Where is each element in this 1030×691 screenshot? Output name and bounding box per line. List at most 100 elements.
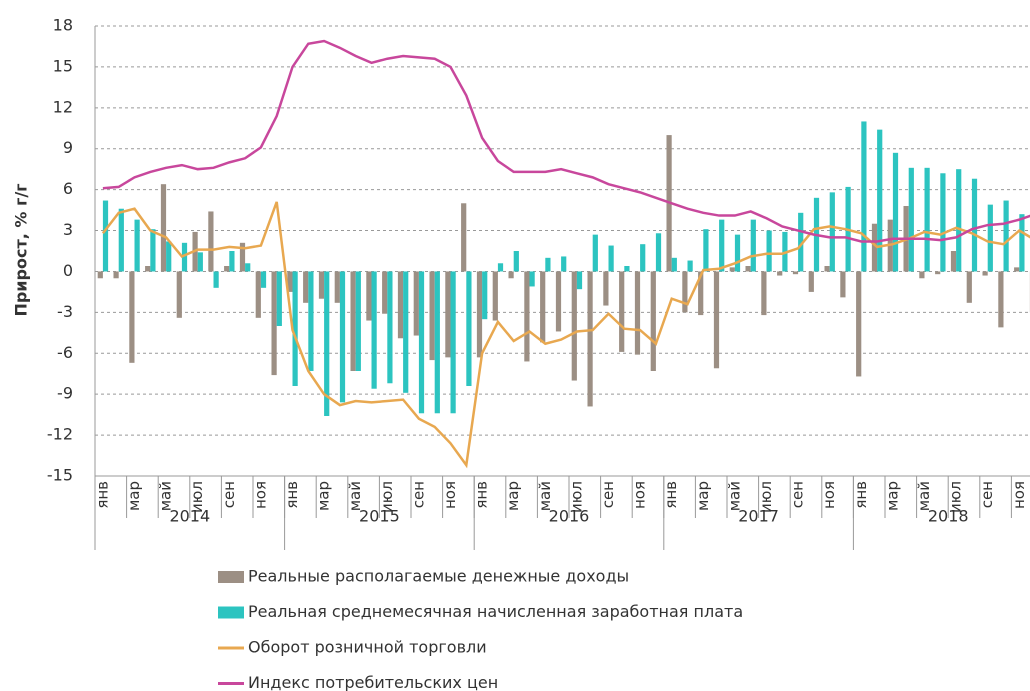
bar — [134, 219, 140, 272]
bar — [113, 271, 119, 279]
bar — [703, 229, 709, 272]
bar — [150, 229, 156, 272]
y-tick-label: 9 — [63, 138, 73, 157]
x-tick-label: май — [725, 481, 743, 511]
y-tick-label: 6 — [63, 179, 73, 198]
x-tick-label: июл — [757, 481, 775, 513]
y-tick-label: 0 — [63, 261, 73, 280]
bar — [271, 271, 277, 376]
bar — [355, 271, 361, 371]
x-tick-label: ноя — [441, 481, 459, 509]
x-tick-label: июл — [378, 481, 396, 513]
bar — [650, 271, 656, 371]
bar — [798, 212, 804, 272]
bar — [877, 129, 883, 272]
bar — [750, 219, 756, 272]
bar — [1014, 267, 1020, 272]
x-tick-label: ноя — [1010, 481, 1028, 509]
bar — [655, 233, 662, 272]
bar — [303, 271, 309, 303]
bar — [924, 167, 930, 272]
bar — [287, 271, 293, 292]
bar — [229, 251, 235, 272]
bar — [540, 271, 546, 343]
bar — [766, 230, 772, 272]
bar — [734, 234, 741, 272]
legend-swatch — [218, 606, 244, 619]
bar — [640, 244, 646, 272]
bar — [745, 266, 751, 272]
bar — [324, 271, 330, 416]
year-label: 2016 — [549, 507, 590, 526]
bar — [102, 200, 109, 272]
bar — [892, 152, 899, 272]
bar — [497, 263, 504, 272]
bar — [982, 271, 988, 276]
bar — [761, 271, 767, 316]
bar — [371, 271, 377, 389]
bar — [792, 271, 799, 275]
bar — [998, 271, 1004, 328]
bar — [145, 266, 151, 272]
y-tick-label: 3 — [63, 220, 73, 239]
bar — [919, 271, 925, 279]
x-tick-label: май — [536, 481, 554, 511]
line — [101, 201, 1030, 469]
bar — [276, 271, 282, 326]
legend-label: Оборот розничной торговли — [248, 638, 487, 657]
bar — [308, 271, 314, 371]
bar — [97, 271, 103, 279]
y-tick-label: -3 — [57, 302, 73, 321]
x-tick-label: июл — [947, 481, 965, 513]
y-tick-label: -15 — [47, 466, 73, 485]
bar — [160, 184, 167, 272]
bar — [634, 271, 641, 355]
y-axis-label: Прирост, % г/г — [12, 183, 31, 316]
bar — [524, 271, 530, 362]
legend-label: Реальные располагаемые денежные доходы — [248, 567, 629, 586]
bar — [987, 204, 993, 272]
x-tick-label: май — [346, 481, 364, 511]
bar — [403, 271, 409, 393]
bar — [466, 271, 472, 386]
bar — [334, 271, 340, 303]
bar — [292, 271, 298, 386]
x-tick-label: сен — [409, 481, 427, 508]
x-tick-label: сен — [789, 481, 807, 508]
line — [102, 39, 1030, 243]
bar — [529, 271, 535, 287]
bar — [1003, 200, 1009, 272]
bar — [729, 267, 735, 272]
bar — [492, 271, 498, 321]
bar — [350, 271, 356, 371]
bar — [181, 242, 188, 272]
bar — [603, 271, 609, 306]
year-label: 2014 — [169, 507, 210, 526]
x-tick-label: сен — [220, 481, 238, 508]
bar — [445, 271, 451, 358]
bar — [808, 271, 814, 292]
bar — [935, 271, 941, 275]
bar — [239, 242, 246, 272]
x-tick-label: янв — [283, 481, 301, 509]
bar — [871, 223, 878, 272]
bar — [561, 256, 567, 272]
bar — [129, 271, 135, 363]
x-tick-label: мар — [504, 481, 522, 511]
year-label: 2017 — [738, 507, 779, 526]
x-tick-label: май — [915, 481, 933, 511]
x-tick-label: янв — [662, 481, 680, 509]
bar — [908, 167, 914, 272]
bar — [624, 266, 630, 272]
x-tick-label: мар — [883, 481, 901, 511]
x-tick-label: май — [157, 481, 175, 511]
bar — [245, 263, 251, 272]
x-tick-label: июл — [567, 481, 585, 513]
bar — [208, 211, 214, 272]
bar — [555, 271, 562, 332]
bar — [545, 257, 551, 272]
y-tick-label: 12 — [53, 97, 73, 116]
bar — [366, 271, 372, 321]
bar — [318, 271, 325, 299]
bar — [576, 271, 583, 290]
